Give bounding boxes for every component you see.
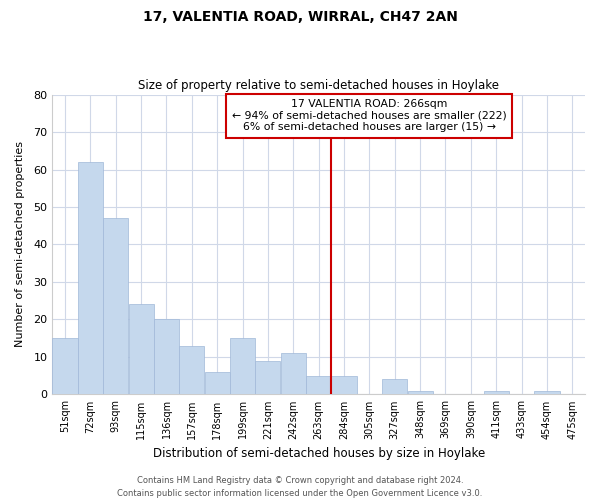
Bar — [382, 380, 407, 394]
Bar — [484, 390, 509, 394]
Bar — [52, 338, 77, 394]
Bar — [128, 304, 154, 394]
Bar — [535, 390, 560, 394]
Bar — [306, 376, 331, 394]
Text: Contains HM Land Registry data © Crown copyright and database right 2024.
Contai: Contains HM Land Registry data © Crown c… — [118, 476, 482, 498]
Bar — [103, 218, 128, 394]
Bar — [154, 320, 179, 394]
Bar — [281, 353, 306, 395]
Bar — [78, 162, 103, 394]
Bar — [179, 346, 205, 395]
Title: Size of property relative to semi-detached houses in Hoylake: Size of property relative to semi-detach… — [138, 79, 499, 92]
Bar — [205, 372, 230, 394]
Bar — [331, 376, 356, 394]
Bar — [407, 390, 433, 394]
Text: 17 VALENTIA ROAD: 266sqm
← 94% of semi-detached houses are smaller (222)
6% of s: 17 VALENTIA ROAD: 266sqm ← 94% of semi-d… — [232, 99, 506, 132]
Y-axis label: Number of semi-detached properties: Number of semi-detached properties — [15, 142, 25, 348]
Bar — [230, 338, 255, 394]
Bar — [256, 360, 280, 394]
Text: 17, VALENTIA ROAD, WIRRAL, CH47 2AN: 17, VALENTIA ROAD, WIRRAL, CH47 2AN — [143, 10, 457, 24]
X-axis label: Distribution of semi-detached houses by size in Hoylake: Distribution of semi-detached houses by … — [152, 447, 485, 460]
